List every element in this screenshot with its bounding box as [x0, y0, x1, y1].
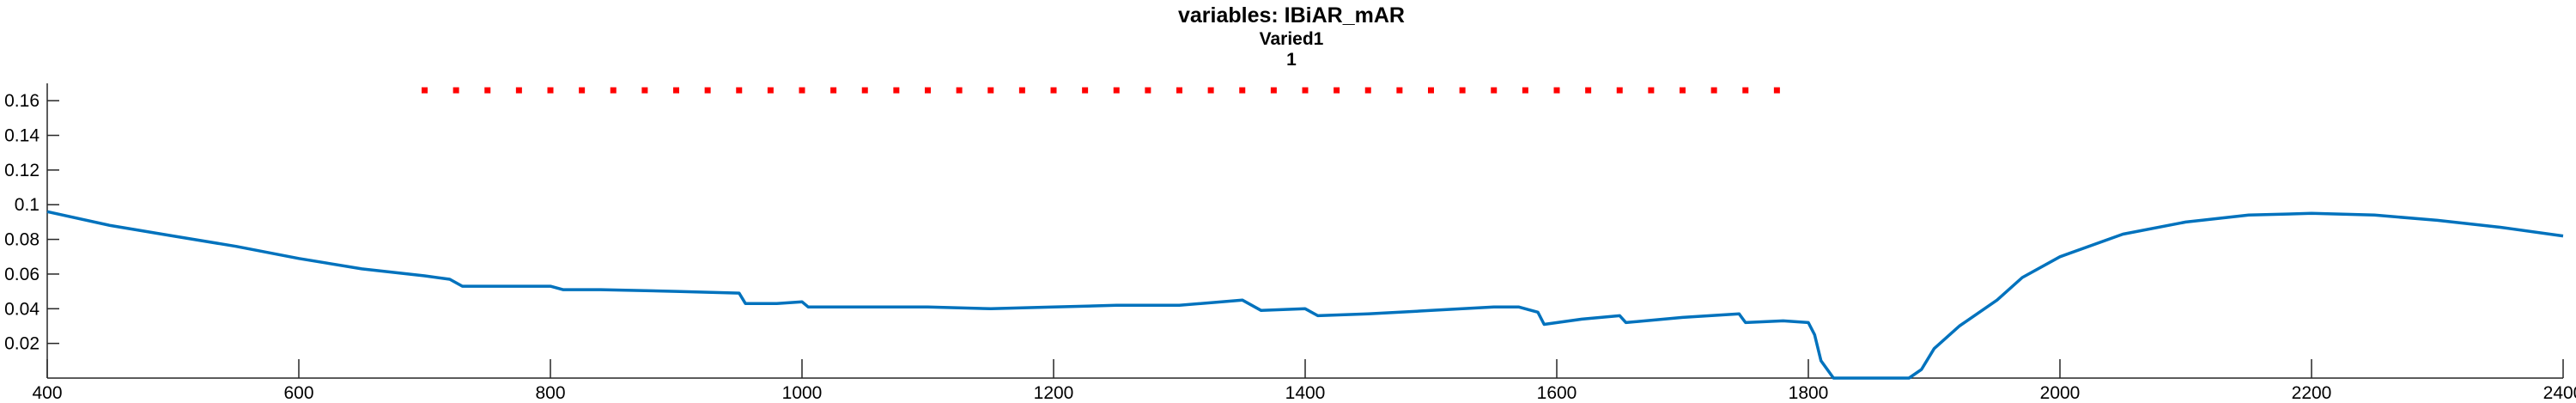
data-point: [1050, 87, 1057, 94]
data-point: [1648, 87, 1655, 94]
data-point: [799, 87, 805, 94]
x-tick-label: 2200: [2292, 383, 2332, 403]
data-point: [861, 87, 868, 94]
chart-subtitle: Varied1: [1260, 29, 1324, 49]
data-point: [704, 87, 711, 94]
data-point: [736, 87, 743, 94]
data-point: [1207, 87, 1214, 94]
y-tick-label: 0.06: [4, 265, 39, 284]
data-point: [1680, 87, 1686, 94]
data-point: [1710, 87, 1717, 94]
data-point: [673, 87, 679, 94]
x-tick-label: 400: [32, 383, 62, 403]
data-point: [956, 87, 963, 94]
data-point: [1334, 87, 1340, 94]
chart-subtitle-2: 1: [1286, 50, 1297, 70]
data-point: [547, 87, 554, 94]
data-point: [453, 87, 459, 94]
data-point: [1239, 87, 1246, 94]
data-point: [1491, 87, 1498, 94]
data-point: [767, 87, 774, 94]
data-point: [1773, 87, 1780, 94]
series-line: [46, 210, 2564, 380]
data-point: [925, 87, 931, 94]
data-point: [1585, 87, 1592, 94]
data-point: [1018, 87, 1025, 94]
plot-area: 400 600 800 1000 1200 1400 1600 1800 2000 2200 240…: [4, 83, 2576, 403]
data-point: [1616, 87, 1623, 94]
data-point: [1176, 87, 1182, 94]
data-point: [641, 87, 648, 94]
data-point: [1459, 87, 1466, 94]
x-tick-label: 800: [535, 383, 565, 403]
y-tick-label: 0.04: [4, 299, 39, 319]
data-point: [610, 87, 617, 94]
y-tick-label: 0.12: [4, 161, 39, 180]
chart-title: variables: IBiAR_mAR: [1178, 3, 1405, 27]
y-tick-label: 0.02: [4, 334, 39, 354]
data-point: [1553, 87, 1560, 94]
y-tick-label: 0.1: [15, 195, 39, 215]
data-point: [579, 87, 586, 94]
data-point: [1270, 87, 1277, 94]
x-tick-label: 1600: [1537, 383, 1577, 403]
x-tick-label: 1400: [1285, 383, 1326, 403]
data-point: [484, 87, 491, 94]
data-point: [1522, 87, 1528, 94]
data-point: [830, 87, 837, 94]
data-point: [987, 87, 994, 94]
data-point: [1396, 87, 1403, 94]
x-tick-label: 2000: [2040, 383, 2081, 403]
y-tick-label: 0.08: [4, 230, 39, 250]
data-point: [422, 87, 428, 94]
data-point: [1364, 87, 1371, 94]
x-tick-label: 1200: [1034, 383, 1074, 403]
data-point: [1145, 87, 1151, 94]
x-tick-label: 1800: [1789, 383, 1829, 403]
x-tick-label: 600: [283, 383, 313, 403]
x-tick-label: 1000: [782, 383, 823, 403]
y-tick-label: 0.14: [4, 126, 39, 146]
data-point: [1082, 87, 1089, 94]
data-point: [1742, 87, 1749, 94]
data-point: [1113, 87, 1120, 94]
data-point: [515, 87, 522, 94]
y-tick-label: 0.16: [4, 91, 39, 111]
data-point: [1302, 87, 1309, 94]
data-point: [893, 87, 900, 94]
data-point: [1428, 87, 1434, 94]
